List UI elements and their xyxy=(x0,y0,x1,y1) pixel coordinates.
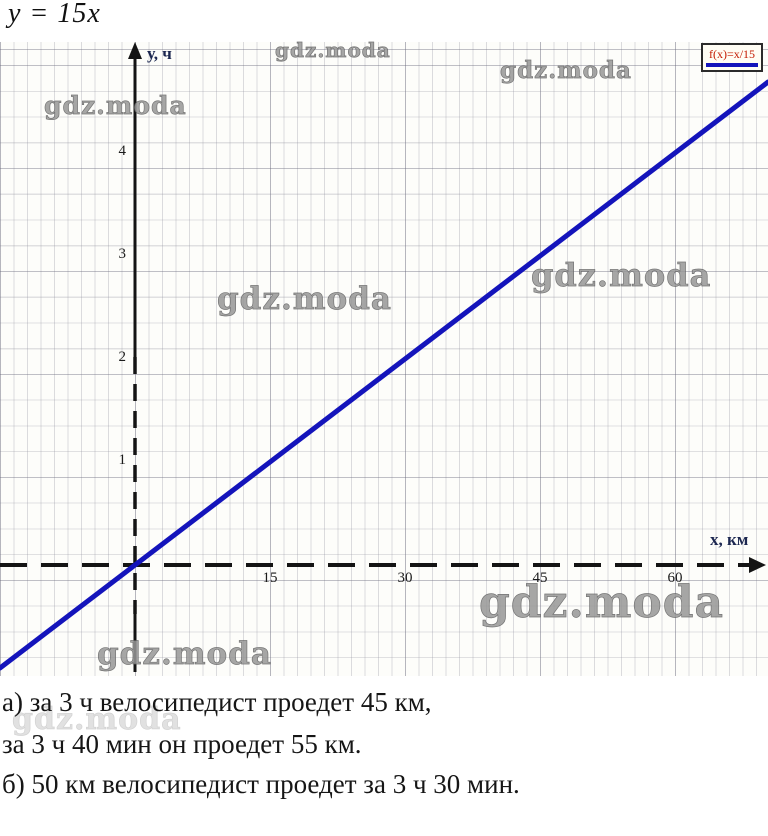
answer-line-a1: а) за 3 ч велосипедист проедет 45 км, xyxy=(2,687,432,717)
x-axis-arrow-icon xyxy=(749,557,766,573)
y-tick-label: 4 xyxy=(118,143,127,159)
answer-line-b: б) 50 км велосипедист проедет за 3 ч 30 … xyxy=(2,769,520,799)
answer-line-a2: за 3 ч 40 мин он проедет 55 км. xyxy=(2,729,362,759)
y-tick-label: 3 xyxy=(118,246,127,262)
legend-box: f(x)=x/15 xyxy=(701,43,763,72)
x-tick-label: 15 xyxy=(262,570,278,586)
graph-area: у, ч х, км 1 2 3 4 15 30 45 60 f(x)=x/15 xyxy=(0,42,768,676)
graph-canvas xyxy=(0,42,768,672)
y-tick-label: 2 xyxy=(118,349,127,365)
y-tick-label: 1 xyxy=(118,452,127,468)
page-title: y = 15x xyxy=(8,0,101,29)
x-tick-label: 60 xyxy=(667,570,683,586)
x-axis-label: х, км xyxy=(710,530,749,549)
x-tick-label: 30 xyxy=(397,570,413,586)
x-tick-label: 45 xyxy=(532,570,548,586)
legend-line-sample xyxy=(706,63,758,67)
y-axis-label: у, ч xyxy=(147,44,172,63)
legend-label: f(x)=x/15 xyxy=(708,47,756,61)
function-line xyxy=(0,79,768,671)
y-axis-arrow-icon xyxy=(128,42,142,59)
